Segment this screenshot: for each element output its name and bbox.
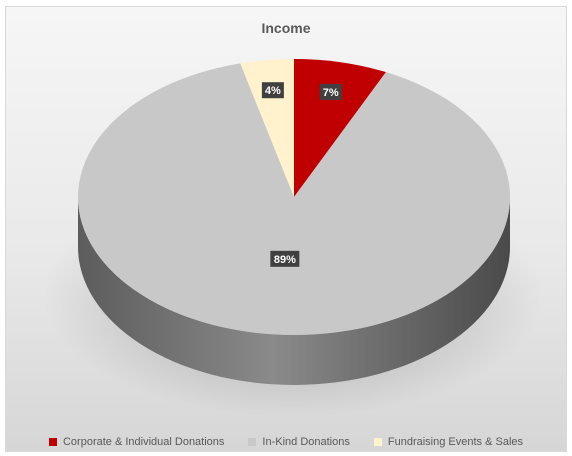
pie-data-labels: 7% 89% 4% [261,82,342,267]
legend-swatch [373,438,382,446]
data-label-fundraising-events-sales: 4% [261,82,284,99]
data-label-box [319,83,342,100]
pie-slice-corporate-individual-donations [294,59,386,197]
pie-slice-in-kind-donations [77,63,511,336]
pie-slices [77,59,511,336]
data-label-corporate-individual-donations: 7% [319,83,342,100]
legend-label: Corporate & Individual Donations [62,436,225,448]
chart-title: Income [261,20,311,36]
data-label-text: 7% [323,87,339,99]
legend-item-corporate-individual-donations: Corporate & Individual Donations [48,436,225,448]
legend-item-fundraising-events-sales: Fundraising Events & Sales [373,436,524,448]
pie-side-wall [78,197,510,385]
legend-item-in-kind-donations: In-Kind Donations [248,436,350,448]
legend-label: Fundraising Events & Sales [387,436,524,448]
data-label-in-kind-donations: 89% [270,250,300,267]
legend-swatch [48,438,57,446]
data-label-box [261,82,284,99]
legend-swatch [248,438,257,446]
chart-legend: Corporate & Individual Donations In-Kind … [6,436,566,448]
pie-chart: 7% 89% 4% [43,59,543,417]
chart-area: Income 7% 89% 4% Corporate & Individual Do… [5,6,567,452]
data-label-text: 89% [274,254,296,266]
data-label-box [270,250,300,267]
data-label-text: 4% [265,85,281,97]
legend-label: In-Kind Donations [262,436,350,448]
